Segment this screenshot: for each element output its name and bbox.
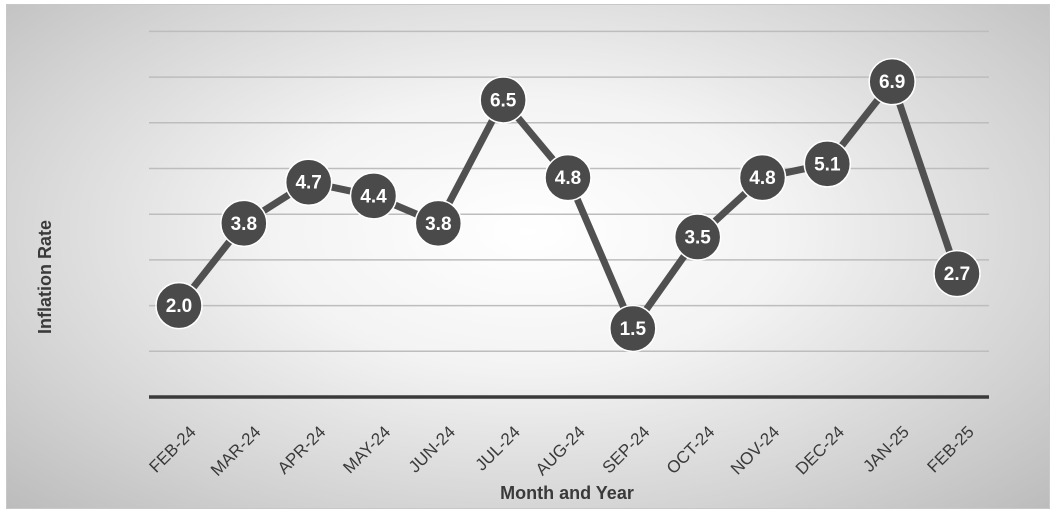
data-point: 2.0 <box>155 281 203 330</box>
data-point-marker <box>349 172 398 220</box>
data-label: 4.4 <box>360 186 387 207</box>
data-point-marker <box>868 57 916 106</box>
data-label: 4.8 <box>749 168 775 189</box>
inflation-series-line <box>175 78 961 332</box>
data-point: 6.9 <box>868 57 916 106</box>
x-tick-label: JUL-24 <box>472 422 524 474</box>
data-point: 2.7 <box>933 249 981 298</box>
x-tick-label: MAY-24 <box>339 422 394 477</box>
data-point-marker <box>609 304 657 353</box>
data-point: 5.1 <box>803 140 852 188</box>
data-point-marker <box>738 153 787 202</box>
x-tick-label: AUG-24 <box>532 422 589 479</box>
x-tick-label: APR-24 <box>274 422 330 478</box>
x-axis-tick-labels: FEB-24 MAR-24 APR-24 MAY-24 JUN-24 JUL-24 AUG-… <box>146 422 978 480</box>
data-point-marker <box>673 213 722 261</box>
x-tick-label: MAR-24 <box>207 422 265 480</box>
data-point: 4.4 <box>349 172 398 220</box>
data-point: 3.5 <box>673 213 722 261</box>
data-point: 4.8 <box>544 153 592 202</box>
data-point-marker <box>479 76 527 124</box>
data-label: 4.7 <box>295 173 321 194</box>
data-point: 3.8 <box>220 199 268 248</box>
x-tick-label: OCT-24 <box>663 422 719 478</box>
line-chart: 2.03.84.74.43.86.54.81.53.54.85.16.92.7 … <box>35 30 989 503</box>
x-tick-label: SEP-24 <box>599 422 654 477</box>
data-point-marker <box>284 158 333 206</box>
data-markers: 2.0 3.8 4.7 4.4 3.8 6.5 4.8 1.5 3.5 4.8 5.1 6.9 2.7 <box>155 57 981 353</box>
data-point: 4.7 <box>284 158 333 206</box>
x-tick-label: FEB-24 <box>146 422 200 476</box>
data-point-marker <box>933 249 981 298</box>
data-label: 6.9 <box>879 72 905 93</box>
data-point: 1.5 <box>609 304 657 353</box>
data-label: 2.7 <box>944 264 970 285</box>
chart-area: 2.0 3.8 4.7 4.4 3.8 6.5 4.8 1.5 3.5 4.8 5.1 6.9 2.7 … <box>6 4 1050 509</box>
data-point-marker <box>803 140 852 188</box>
x-tick-label: JAN-25 <box>859 422 913 476</box>
data-point: 4.8 <box>738 153 787 202</box>
data-label: 3.8 <box>231 214 257 235</box>
x-tick-label: FEB-25 <box>924 422 978 476</box>
data-point: 3.8 <box>414 199 463 248</box>
data-label: 3.5 <box>684 228 711 249</box>
data-label: 5.1 <box>814 154 841 175</box>
data-label: 4.8 <box>555 168 581 189</box>
data-point-marker <box>544 153 592 202</box>
x-tick-label: JUN-24 <box>405 422 459 476</box>
y-axis-title: Inflation Rate <box>35 220 55 334</box>
data-point-marker <box>220 199 268 248</box>
data-label: 6.5 <box>490 90 517 111</box>
data-point: 6.5 <box>479 76 527 124</box>
data-label: 2.0 <box>166 296 192 317</box>
data-label: 1.5 <box>620 319 647 340</box>
x-axis-title: Month and Year <box>500 483 634 503</box>
x-tick-label: NOV-24 <box>727 422 783 478</box>
data-point-marker <box>414 199 463 248</box>
x-tick-label: DEC-24 <box>792 422 848 478</box>
data-point-marker <box>155 281 203 330</box>
data-label: 3.8 <box>425 214 451 235</box>
